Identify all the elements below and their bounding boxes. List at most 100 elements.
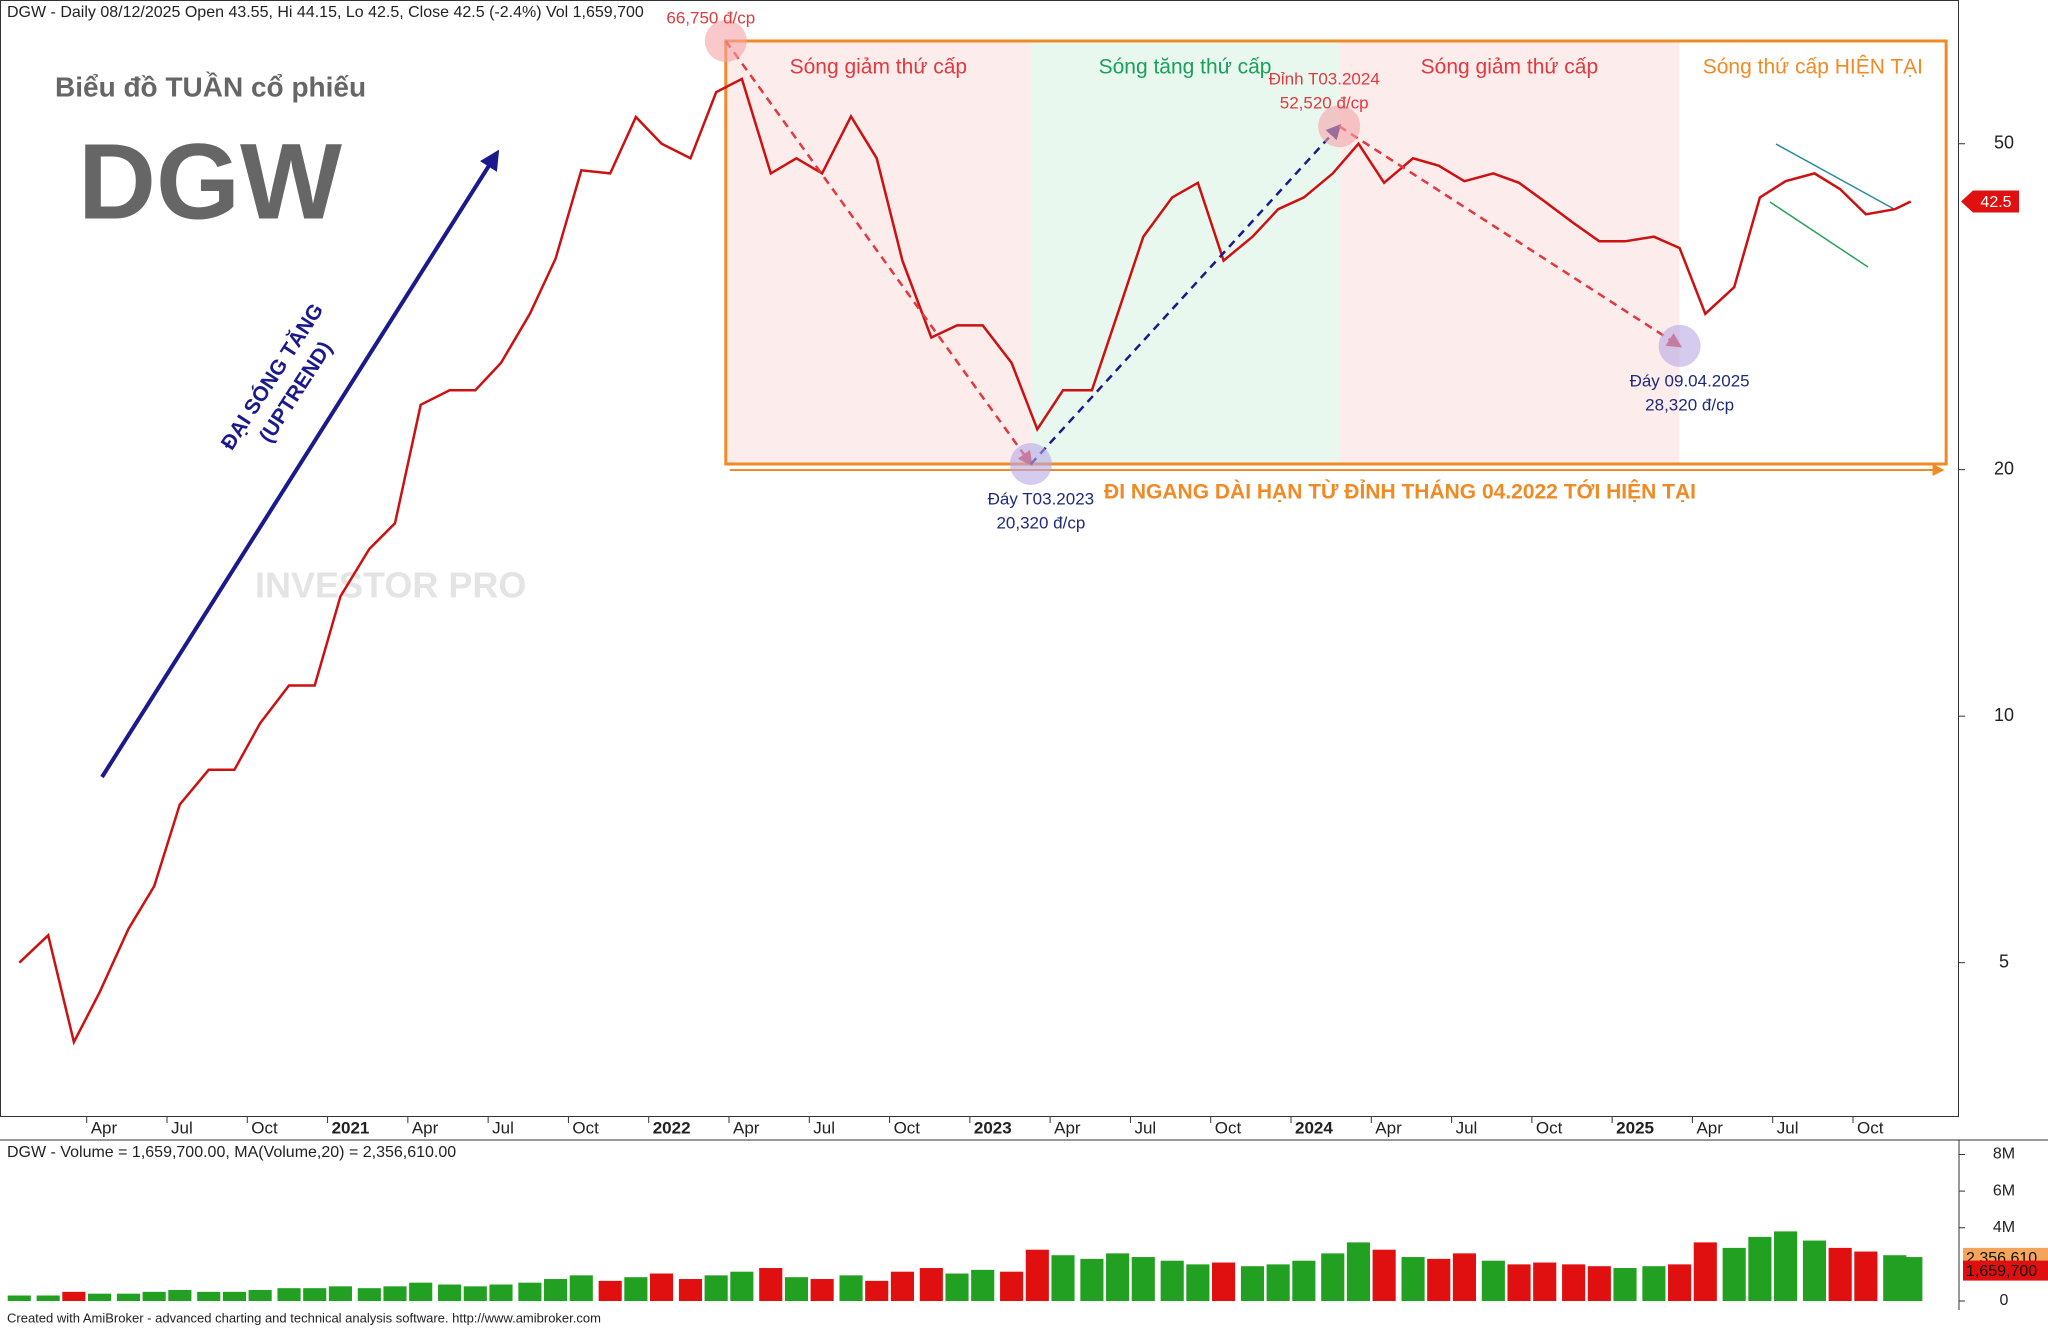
- chart-title: Biểu đồ TUẦN cổ phiếu: [55, 71, 366, 102]
- point-label: Đỉnh T04.2022: [655, 0, 766, 3]
- volume-bar: [142, 1291, 166, 1301]
- volume-bar: [810, 1279, 834, 1301]
- x-tick-label: Oct: [894, 1118, 921, 1137]
- volume-bar: [1587, 1266, 1611, 1301]
- volume-bar: [1372, 1249, 1396, 1301]
- volume-bar: [1899, 1257, 1923, 1301]
- volume-bar: [759, 1268, 783, 1301]
- volume-bar: [919, 1268, 943, 1301]
- volume-bar: [865, 1280, 889, 1301]
- zone: [1679, 40, 1947, 464]
- volume-bar: [1051, 1255, 1075, 1301]
- y-tick-label: 5: [1999, 951, 2009, 971]
- volume-tag: [1963, 1260, 2048, 1281]
- zone-label: Sóng giảm thứ cấp: [790, 56, 968, 79]
- header: DGW - Daily 08/12/2025 Open 43.55, Hi 44…: [7, 4, 644, 21]
- point-price-label: 66,750 đ/cp: [666, 8, 755, 27]
- volume-bar: [945, 1273, 969, 1301]
- volume-bar: [890, 1271, 914, 1301]
- volume-bar: [1613, 1268, 1637, 1301]
- x-tick-label: 2022: [653, 1118, 691, 1137]
- uptrend-arrow: [100, 149, 500, 779]
- volume-tick-label: 0: [2000, 1292, 2009, 1309]
- volume-bar: [1266, 1264, 1290, 1301]
- volume-bar: [1693, 1242, 1717, 1301]
- point-label: Đỉnh T03.2024: [1269, 70, 1380, 89]
- volume-bar: [704, 1275, 728, 1301]
- last-price-label: 42.5: [1980, 194, 2011, 211]
- turning-point: [1318, 105, 1361, 148]
- volume-bar: [650, 1273, 674, 1301]
- volume-bar: [197, 1291, 221, 1301]
- x-tick-label: Apr: [1696, 1118, 1723, 1137]
- volume-bar: [1401, 1257, 1425, 1301]
- volume-bar: [569, 1275, 593, 1301]
- zone-label: Sóng giảm thứ cấp: [1421, 56, 1599, 79]
- volume-bar: [1292, 1260, 1316, 1301]
- range-label: ĐI NGANG DÀI HẠN TỪ ĐỈNH THÁNG 04.2022 T…: [1104, 480, 1696, 504]
- volume-tick-label: 6M: [1993, 1182, 2015, 1199]
- volume-bar: [248, 1290, 272, 1301]
- volume-bar: [1828, 1247, 1852, 1301]
- volume-bar: [784, 1277, 809, 1301]
- zone-label: Sóng thứ cấp HIỆN TẠI: [1703, 56, 1923, 79]
- volume-bar: [383, 1286, 407, 1301]
- volume-bar: [1533, 1262, 1557, 1301]
- x-tick-label: Apr: [412, 1118, 439, 1137]
- x-tick-label: Oct: [572, 1118, 599, 1137]
- volume-bar: [544, 1279, 568, 1301]
- volume-bar: [7, 1295, 31, 1301]
- volume-bar: [1748, 1236, 1772, 1301]
- plot-frame: [0, 0, 1959, 1117]
- volume-bar: [328, 1286, 352, 1301]
- volume-bar: [87, 1293, 112, 1301]
- last-price-tag: [1961, 190, 2019, 213]
- volume-bar: [116, 1293, 141, 1301]
- channel-lower: [1769, 201, 1869, 268]
- volume-bar: [1186, 1264, 1210, 1301]
- volume-bar: [678, 1279, 703, 1301]
- volume-bar: [1131, 1257, 1155, 1301]
- volume-bar: [624, 1277, 648, 1301]
- volume-bar: [598, 1280, 622, 1301]
- volume-bar: [1774, 1231, 1798, 1301]
- volume-bar: [1160, 1260, 1184, 1301]
- point-label: Đáy 09.04.2025: [1630, 371, 1750, 390]
- volume-bar: [277, 1288, 301, 1301]
- ticker: DGW: [78, 121, 342, 242]
- x-tick-label: Oct: [1536, 1118, 1563, 1137]
- volume-bar: [730, 1271, 754, 1301]
- wave-arrow: [724, 40, 1033, 467]
- turning-point: [1658, 324, 1701, 367]
- point-price-label: 28,320 đ/cp: [1645, 395, 1734, 414]
- volume-header: DGW - Volume = 1,659,700.00, MA(Volume,2…: [7, 1144, 456, 1161]
- volume-bar: [1668, 1264, 1692, 1301]
- zone: [1339, 40, 1680, 464]
- turning-point: [704, 19, 747, 62]
- channel-upper: [1775, 143, 1895, 210]
- zone: [725, 40, 1031, 464]
- y-tick-label: 10: [1994, 705, 2014, 725]
- volume-bar: [1025, 1249, 1049, 1301]
- volume-bar: [36, 1295, 60, 1301]
- x-tick-label: Jul: [492, 1118, 514, 1137]
- volume-bar: [971, 1269, 995, 1301]
- wave-arrow: [1338, 125, 1683, 348]
- zone-label: Sóng tăng thứ cấp: [1099, 56, 1272, 79]
- volume-bar: [1240, 1266, 1265, 1301]
- x-tick-label: Jul: [1134, 1118, 1156, 1137]
- point-price-label: 20,320 đ/cp: [996, 513, 1085, 532]
- range-box: [724, 39, 1948, 466]
- x-tick-label: 2021: [332, 1118, 370, 1137]
- volume-tick-label: 4M: [1993, 1219, 2015, 1236]
- volume-bar: [168, 1290, 192, 1301]
- uptrend-label: ĐẠI SÓNG TĂNG (UPTREND): [216, 299, 337, 454]
- x-tick-label: 2024: [1295, 1118, 1333, 1137]
- volume-bar: [489, 1284, 513, 1301]
- turning-point: [1009, 442, 1052, 485]
- volume-bar: [839, 1275, 863, 1301]
- volume-bar: [1562, 1264, 1586, 1301]
- watermark: INVESTOR PRO: [255, 565, 526, 606]
